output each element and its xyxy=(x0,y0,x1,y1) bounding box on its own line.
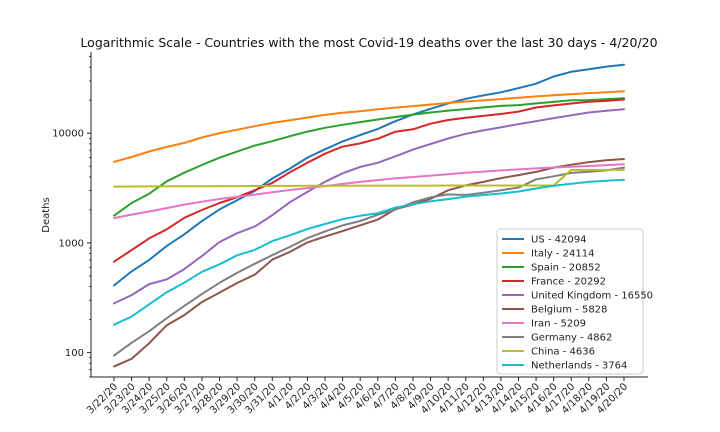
series-line-italy xyxy=(113,90,625,163)
legend-label: Netherlands - 3764 xyxy=(531,361,627,372)
y-tick-label: 100 xyxy=(65,348,84,359)
series-line-iran xyxy=(113,163,625,220)
series-line-france xyxy=(113,98,625,263)
legend-label: Belgium - 5828 xyxy=(531,305,607,316)
legend-label: Germany - 4862 xyxy=(531,333,612,344)
series-line-spain xyxy=(113,97,625,217)
y-tick-label: 10000 xyxy=(52,129,84,140)
legend-label: Iran - 5209 xyxy=(531,319,586,330)
legend-label: US - 42094 xyxy=(531,235,586,246)
chart-title: Logarithmic Scale - Countries with the m… xyxy=(80,35,657,50)
series-line-united-kingdom xyxy=(113,108,625,305)
x-ticks: 3/22/203/23/203/24/203/25/203/26/203/27/… xyxy=(85,377,630,416)
legend-label: Italy - 24114 xyxy=(531,249,594,260)
y-tick-label: 1000 xyxy=(59,238,84,249)
legend-label: China - 4636 xyxy=(531,347,595,358)
y-axis-label: Deaths xyxy=(41,197,52,232)
series-line-us xyxy=(113,63,625,287)
legend-label: Spain - 20852 xyxy=(531,263,601,274)
legend-frame xyxy=(496,228,644,375)
series-line-belgium xyxy=(113,158,625,368)
series-line-china xyxy=(113,168,625,188)
legend-label: United Kingdom - 16550 xyxy=(531,291,653,302)
series-line-netherlands xyxy=(113,178,625,326)
series-line-germany xyxy=(113,166,625,357)
plot-lines xyxy=(113,63,625,368)
legend-label: France - 20292 xyxy=(531,277,606,288)
legend: US - 42094 Italy - 24114 Spain - 20852 Fran… xyxy=(496,228,653,375)
y-ticks: 100 1000 10000 xyxy=(52,56,91,378)
